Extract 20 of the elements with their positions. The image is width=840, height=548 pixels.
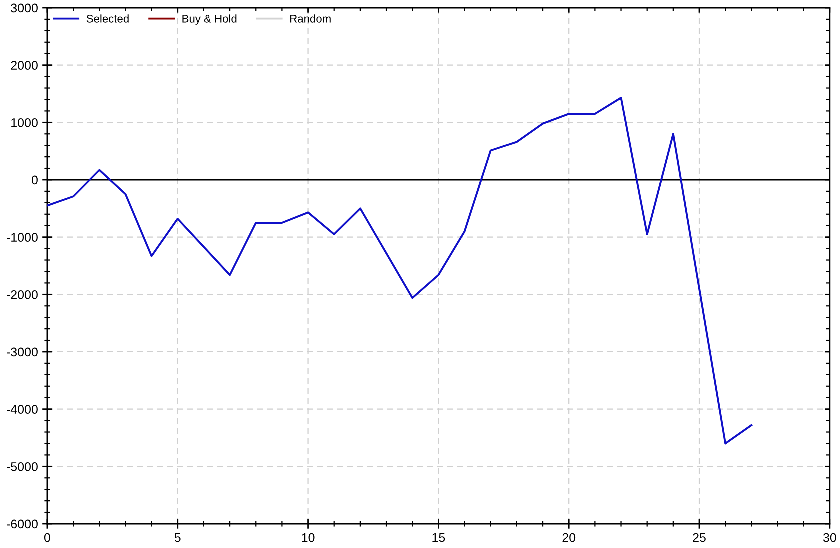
y-tick-label: 2000: [11, 61, 38, 70]
y-tick-label: -2000: [7, 290, 38, 300]
x-tick-label: 0: [44, 533, 50, 542]
y-tick-label: -4000: [7, 405, 38, 414]
y-tick-label: 1000: [12, 118, 38, 128]
x-tick-label: 5: [174, 533, 181, 542]
y-tick-label: -5000: [7, 462, 38, 472]
legend-label: Random: [290, 14, 331, 23]
legend-label: Selected: [86, 14, 129, 23]
y-tick-label: -1000: [7, 233, 38, 242]
x-tick-label: 20: [562, 533, 576, 542]
x-tick-label: 25: [693, 533, 706, 542]
x-tick-label: 30: [823, 533, 836, 542]
y-tick-label: -3000: [7, 348, 38, 357]
x-tick-label: 10: [302, 533, 315, 542]
legend-label: Buy & Hold: [182, 14, 237, 26]
y-tick-label: -6000: [7, 520, 38, 529]
x-tick-label: 15: [432, 533, 446, 542]
y-tick-label: 3000: [11, 4, 38, 13]
y-tick-label: 0: [32, 176, 38, 185]
